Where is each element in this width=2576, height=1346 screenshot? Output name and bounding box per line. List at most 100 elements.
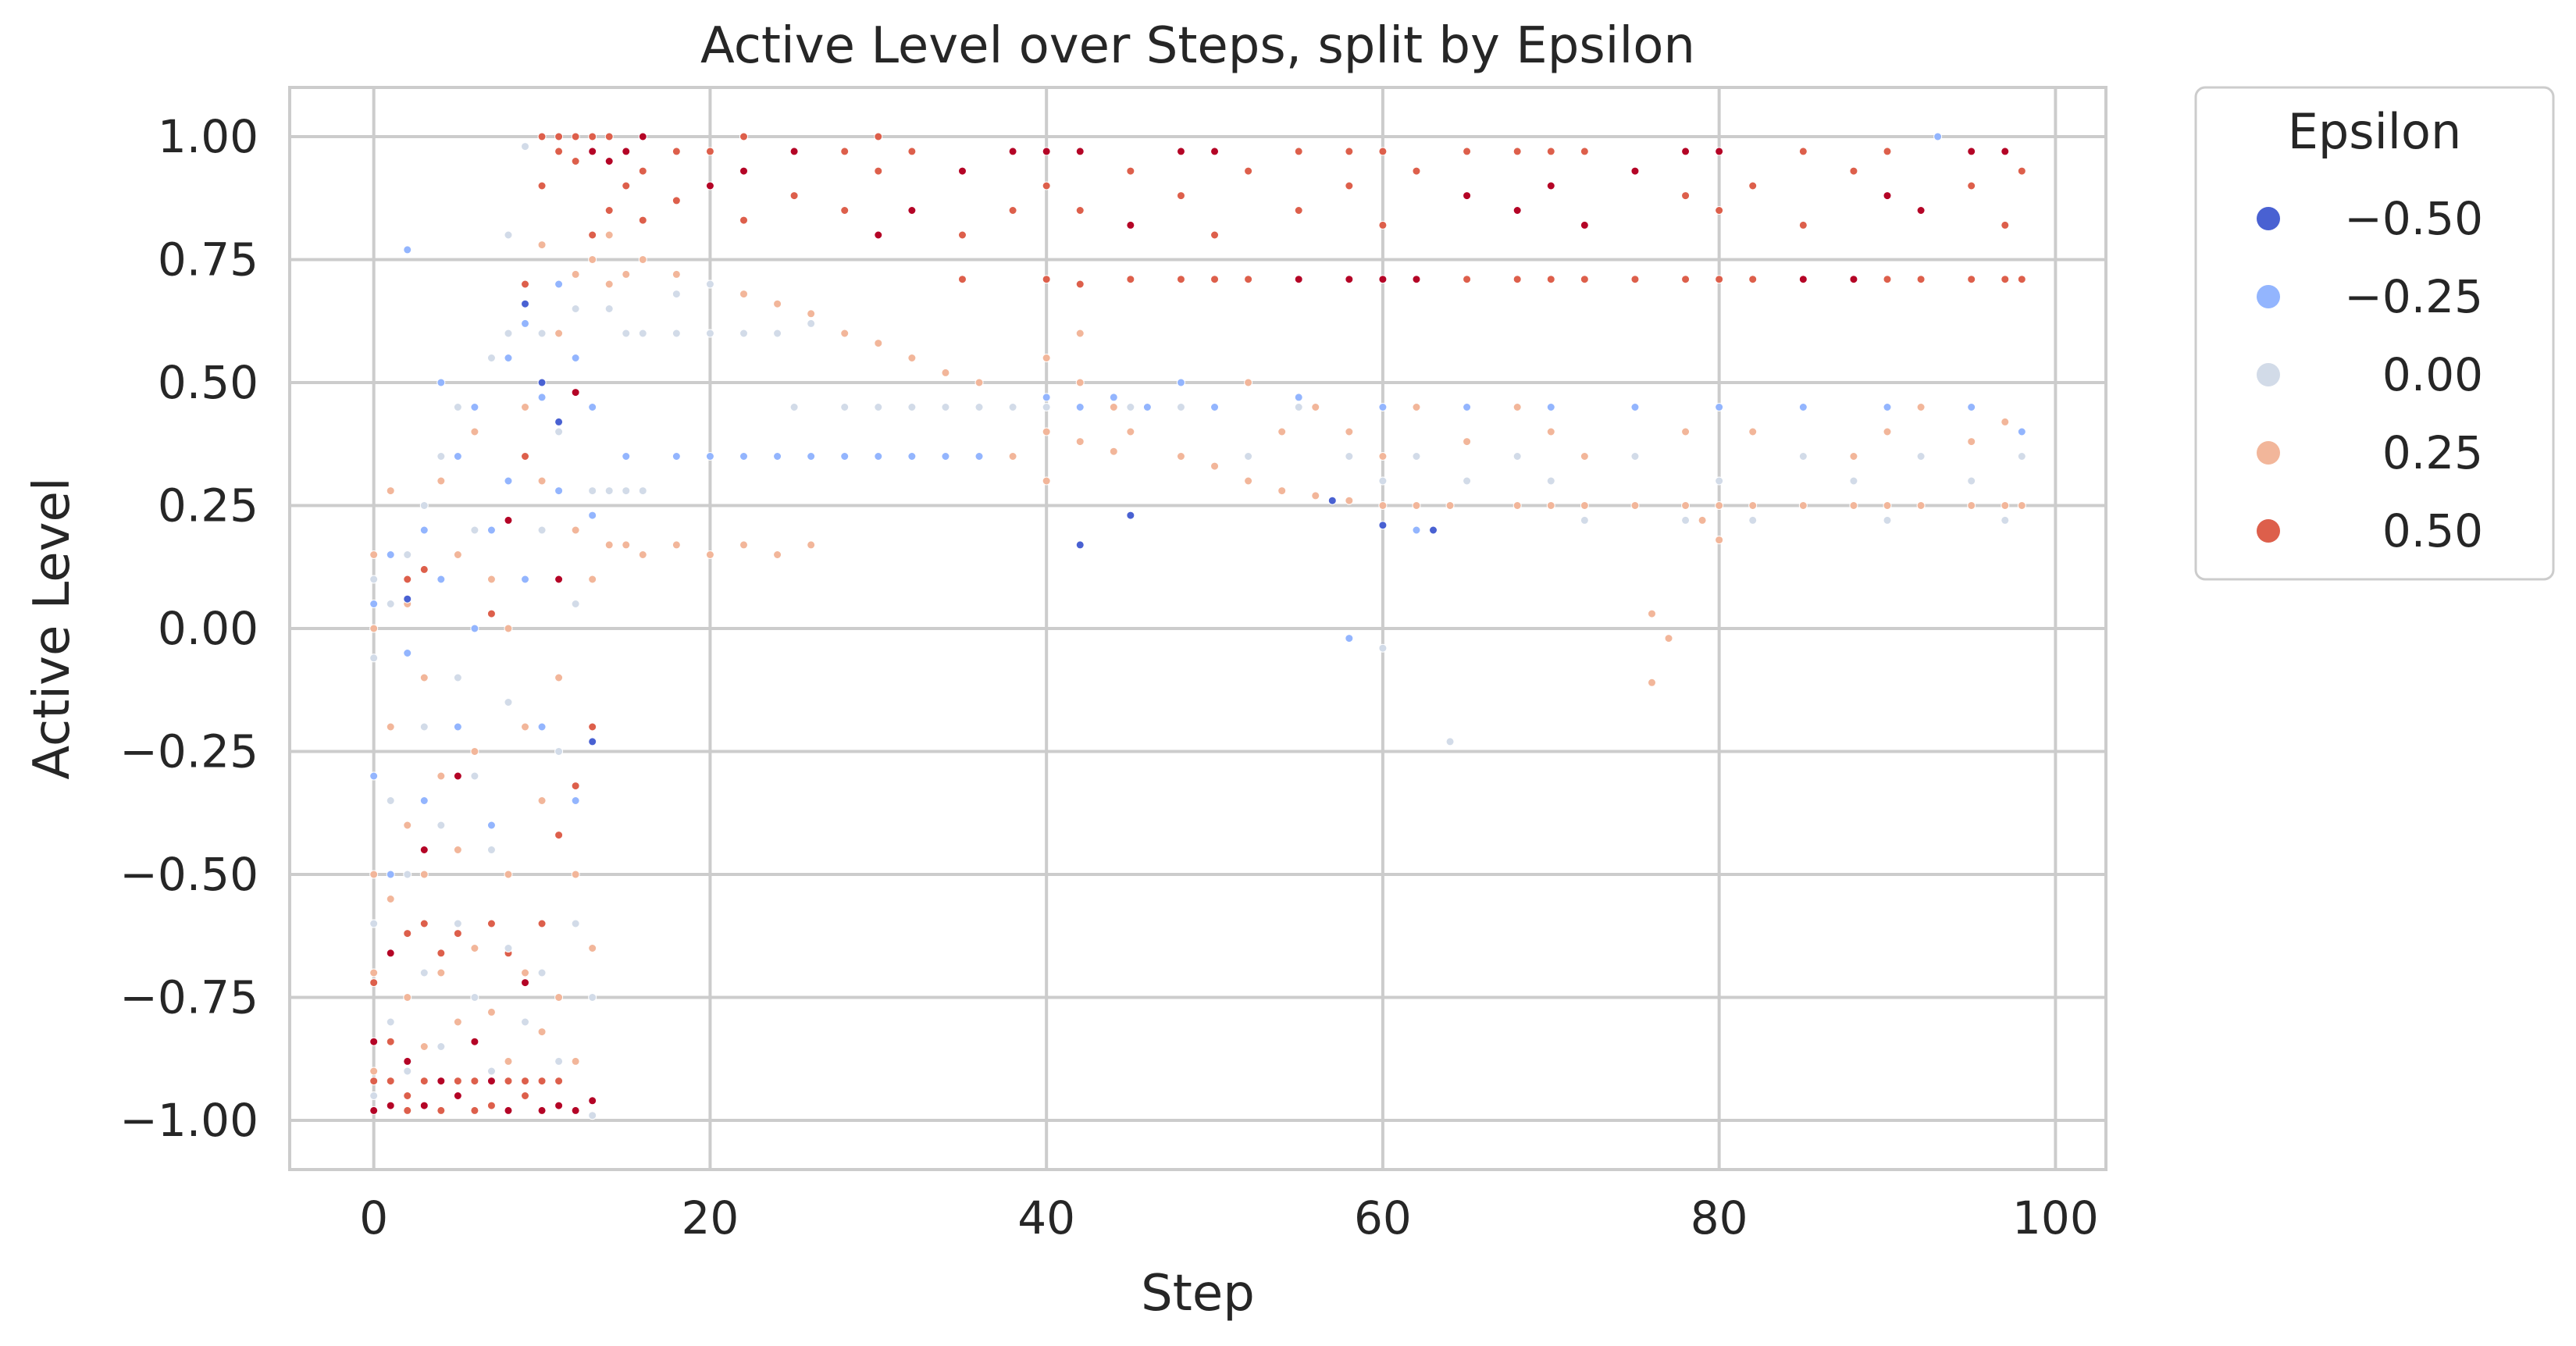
data-point bbox=[1715, 275, 1724, 284]
data-point bbox=[739, 540, 748, 550]
data-point bbox=[1681, 427, 1691, 436]
data-point bbox=[1849, 452, 1858, 461]
data-point bbox=[369, 1091, 379, 1100]
data-point bbox=[554, 831, 564, 840]
data-point bbox=[1345, 275, 1354, 284]
data-point bbox=[386, 1101, 395, 1110]
data-point bbox=[1681, 501, 1691, 510]
data-point bbox=[521, 575, 530, 584]
data-point bbox=[554, 329, 564, 338]
data-point bbox=[1244, 476, 1253, 486]
data-point bbox=[1210, 230, 1220, 240]
data-point bbox=[588, 147, 597, 156]
data-point bbox=[369, 1077, 379, 1086]
data-point bbox=[1798, 452, 1808, 461]
data-point bbox=[2001, 417, 2010, 426]
data-point bbox=[470, 944, 479, 953]
data-point bbox=[369, 870, 379, 879]
data-point bbox=[874, 230, 883, 240]
data-point bbox=[436, 949, 446, 958]
legend-marker bbox=[2257, 441, 2280, 465]
data-point bbox=[1412, 166, 1421, 176]
data-point bbox=[672, 540, 681, 550]
data-point bbox=[1294, 275, 1303, 284]
data-point bbox=[622, 147, 631, 156]
data-point bbox=[941, 368, 950, 377]
data-point bbox=[1681, 275, 1691, 284]
data-point bbox=[1042, 393, 1051, 402]
data-point bbox=[773, 452, 782, 461]
data-point bbox=[1546, 403, 1555, 411]
data-point bbox=[1244, 166, 1253, 176]
data-point bbox=[369, 600, 379, 608]
data-point bbox=[840, 206, 850, 215]
legend-title: Epsilon bbox=[2288, 103, 2462, 160]
data-point bbox=[369, 978, 379, 988]
data-point bbox=[622, 486, 631, 496]
data-points bbox=[369, 132, 2026, 1120]
data-point bbox=[588, 993, 597, 1002]
x-tick-label: 0 bbox=[359, 1191, 388, 1245]
x-tick-label: 60 bbox=[1354, 1191, 1412, 1245]
data-point bbox=[403, 575, 412, 584]
data-point bbox=[486, 609, 496, 618]
data-point bbox=[604, 206, 614, 215]
data-point bbox=[521, 319, 530, 328]
data-point bbox=[453, 403, 462, 411]
data-point bbox=[486, 525, 496, 535]
data-point bbox=[521, 280, 530, 289]
y-tick-label: 0.75 bbox=[158, 233, 258, 287]
data-point bbox=[1008, 403, 1017, 411]
data-point bbox=[588, 511, 597, 520]
data-point bbox=[453, 1017, 462, 1027]
data-point bbox=[403, 594, 412, 604]
data-point bbox=[403, 1106, 412, 1115]
data-point bbox=[386, 949, 395, 958]
data-point bbox=[874, 452, 883, 461]
y-tick-labels: 1.00 0.75 0.50 0.25 0.00 −0.25 −0.50 −0.75 −1.00 bbox=[119, 110, 258, 1147]
x-axis-title: Step bbox=[1141, 1265, 1255, 1323]
data-point bbox=[1916, 206, 1926, 215]
data-point bbox=[1798, 220, 1808, 230]
data-point bbox=[521, 403, 530, 411]
data-point bbox=[436, 1106, 446, 1115]
data-point bbox=[403, 649, 412, 657]
data-point bbox=[470, 771, 479, 781]
data-point bbox=[453, 846, 462, 854]
data-point bbox=[604, 540, 614, 550]
data-point bbox=[1412, 403, 1421, 411]
data-point bbox=[521, 968, 530, 977]
legend-label: 0.25 bbox=[2382, 426, 2483, 479]
data-point bbox=[537, 919, 547, 928]
data-point bbox=[521, 978, 530, 988]
data-point bbox=[403, 1056, 412, 1066]
data-point bbox=[537, 132, 547, 141]
data-point bbox=[486, 1007, 496, 1017]
data-point bbox=[604, 280, 614, 289]
data-point bbox=[419, 846, 429, 854]
data-point bbox=[957, 275, 967, 284]
data-point bbox=[672, 196, 681, 205]
data-point bbox=[1008, 452, 1017, 461]
data-point bbox=[1042, 181, 1051, 191]
data-point bbox=[504, 944, 513, 953]
data-point bbox=[571, 269, 580, 279]
data-point bbox=[588, 722, 597, 732]
data-point bbox=[486, 846, 496, 854]
data-point bbox=[1698, 515, 1707, 525]
data-point bbox=[571, 525, 580, 535]
data-point bbox=[1277, 427, 1287, 436]
data-point bbox=[874, 166, 883, 176]
data-point bbox=[622, 181, 631, 191]
data-point bbox=[470, 1037, 479, 1046]
data-point bbox=[2001, 275, 2010, 284]
data-point bbox=[521, 1017, 530, 1027]
data-point bbox=[807, 540, 816, 550]
data-point bbox=[436, 378, 446, 387]
data-point bbox=[672, 452, 681, 461]
data-point bbox=[1463, 437, 1472, 447]
data-point bbox=[537, 476, 547, 486]
data-point bbox=[386, 870, 395, 879]
data-point bbox=[1967, 437, 1976, 447]
data-point bbox=[1580, 501, 1589, 510]
